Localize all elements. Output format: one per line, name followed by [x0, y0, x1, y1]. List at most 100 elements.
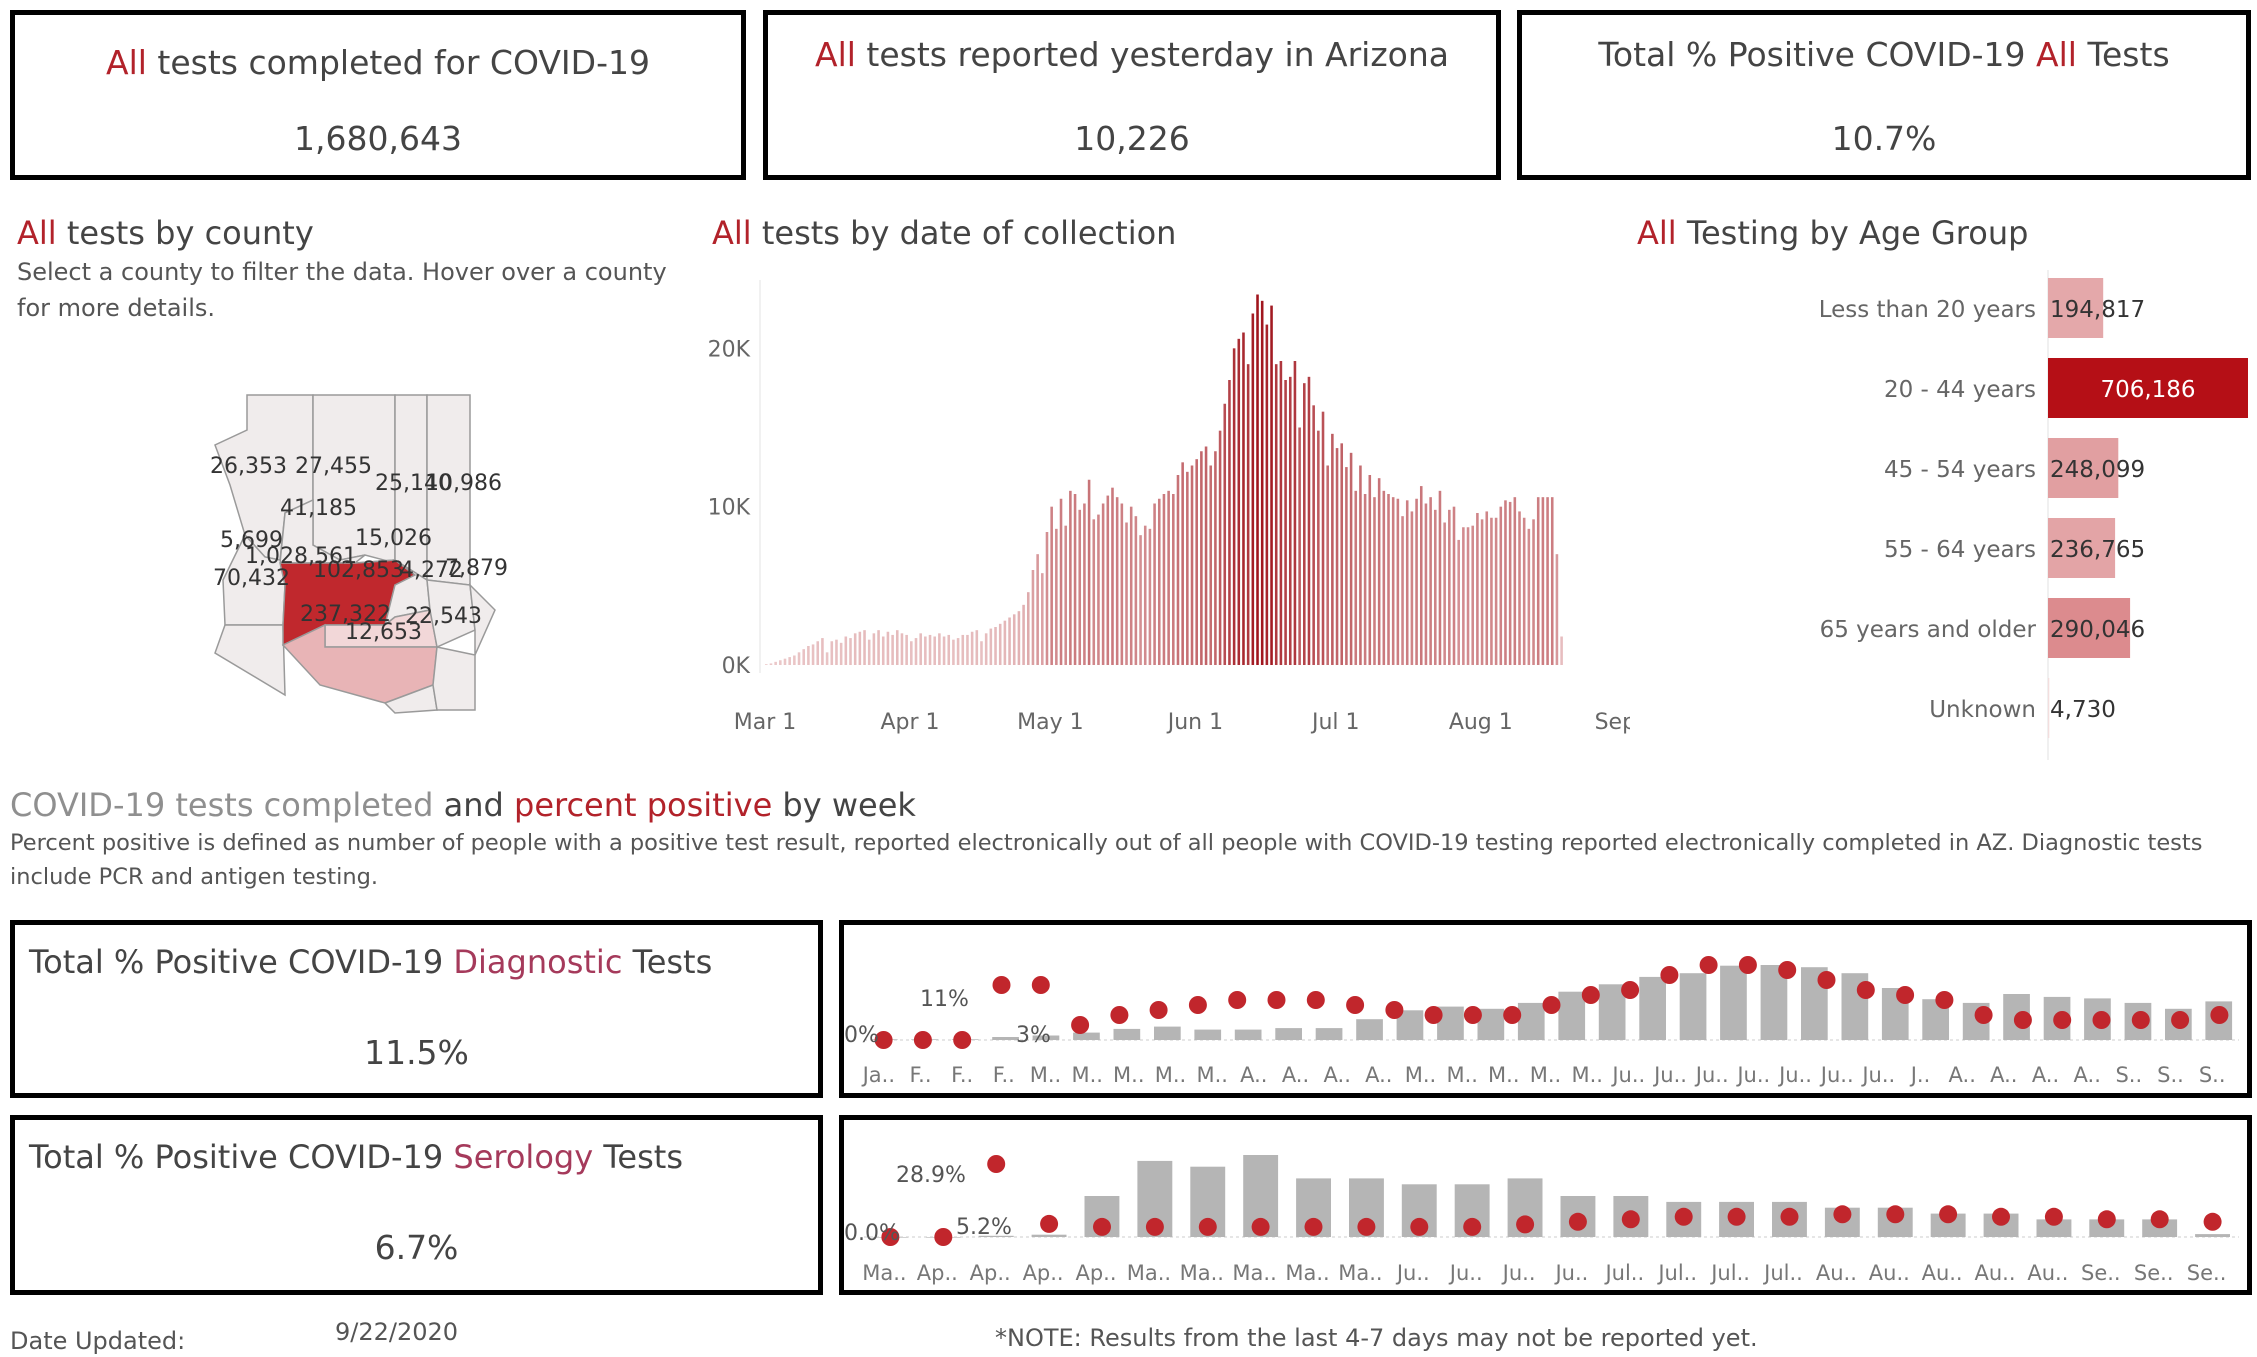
- daily-bar: [1200, 451, 1203, 665]
- kpi-pct-positive-value: 10.7%: [1831, 119, 1937, 158]
- county-value-label: 22,543: [405, 604, 482, 629]
- county-value-label: 5,699: [220, 528, 283, 553]
- county-title: All tests by county: [17, 214, 314, 252]
- county-shapes: [214, 394, 496, 714]
- weekly-annotation: 3%: [1016, 1023, 1051, 1048]
- daily-bar: [1045, 532, 1049, 665]
- weekly-pct-dot: [1780, 1207, 1799, 1226]
- daily-bar: [1026, 592, 1030, 665]
- weekly-pct-dot: [1503, 1006, 1522, 1024]
- weekly-pct-dot: [1188, 996, 1207, 1014]
- daily-bar: [1429, 497, 1432, 665]
- daily-bar: [1274, 364, 1278, 665]
- diagnostic-title-post: Tests: [632, 943, 713, 981]
- weekly-x-tick: Au..: [1922, 1261, 1963, 1285]
- weekly-pct-dot: [1145, 1217, 1164, 1236]
- weekly-pct-dot: [1581, 986, 1600, 1004]
- daily-bar: [910, 641, 913, 665]
- weekly-x-tick: A..: [1282, 1063, 1309, 1087]
- daily-bar: [849, 638, 852, 665]
- age-bar: [2048, 358, 2248, 418]
- weekly-x-tick: M..: [1488, 1063, 1519, 1087]
- weekly-x-tick: Jul..: [1656, 1261, 1697, 1285]
- weekly-pct-dot: [2092, 1011, 2111, 1029]
- weekly-x-tick: J..: [1909, 1063, 1931, 1087]
- daily-bar: [1153, 503, 1156, 665]
- all-word: All: [1637, 214, 1677, 252]
- daily-bar: [966, 634, 969, 665]
- age-group-label: Less than 20 years: [1819, 297, 2036, 323]
- county-graham[interactable]: [426, 579, 476, 649]
- county-cochise[interactable]: [432, 646, 476, 711]
- daily-bar: [1083, 503, 1086, 665]
- county-value-label: 70,432: [213, 566, 290, 591]
- age-title-text: Testing by Age Group: [1686, 214, 2029, 252]
- daily-bar: [1387, 494, 1390, 665]
- weekly-pct-dot: [992, 976, 1011, 994]
- daily-bar: [900, 633, 904, 665]
- age-group-label: Unknown: [1929, 697, 2036, 723]
- weekly-annotation: 5.2%: [956, 1215, 1012, 1240]
- daily-bar: [1401, 516, 1404, 665]
- daily-bar: [1181, 462, 1184, 665]
- daily-bar: [975, 630, 979, 665]
- daily-bar: [1363, 494, 1367, 665]
- daily-bar: [1368, 475, 1372, 665]
- weekly-x-tick: M..: [1196, 1063, 1227, 1087]
- daily-bar: [877, 630, 880, 665]
- all-word: All: [815, 35, 856, 74]
- weekly-pct-dot: [1699, 956, 1718, 974]
- daily-bar: [1448, 509, 1451, 665]
- daily-bar: [821, 638, 824, 665]
- daily-bar: [872, 633, 876, 665]
- kpi-tests-completed-title: All tests completed for COVID-19: [15, 43, 741, 82]
- county-yuma[interactable]: [214, 624, 286, 697]
- daily-bar: [793, 655, 796, 665]
- daily-bar: [1396, 498, 1400, 665]
- age-value-label: 290,046: [2050, 617, 2145, 643]
- weekly-x-tick: Se..: [2187, 1261, 2227, 1285]
- weekly-pct-dot: [1516, 1215, 1535, 1234]
- daily-bar: [998, 623, 1002, 665]
- daily-bar: [1008, 617, 1011, 665]
- weekly-x-tick: Ja..: [861, 1063, 895, 1087]
- weekly-pct-dot: [1228, 991, 1247, 1009]
- weekly-count-bar: [1113, 1028, 1141, 1040]
- daily-bar: [961, 634, 965, 665]
- weekly-x-tick: Se..: [2134, 1261, 2174, 1285]
- county-value-label: 12,653: [345, 620, 422, 645]
- weekly-x-tick: Se..: [2081, 1261, 2121, 1285]
- weekly-x-tick: F..: [993, 1063, 1015, 1087]
- daily-bar: [1055, 528, 1058, 665]
- daily-bar: [1335, 448, 1339, 665]
- daily-bar: [1256, 294, 1259, 665]
- weekly-pct-dot: [987, 1155, 1006, 1173]
- daily-bar: [1312, 405, 1315, 665]
- daily-title-text: tests by date of collection: [761, 214, 1177, 252]
- weekly-pct-dot: [1357, 1217, 1376, 1236]
- daily-bar: [1550, 497, 1554, 665]
- daily-bar: [1097, 514, 1100, 665]
- daily-bar: [1434, 509, 1437, 665]
- daily-bar: [1087, 479, 1091, 665]
- weekly-count-bar: [1073, 1032, 1100, 1040]
- daily-bar: [1391, 497, 1395, 665]
- weekly-pct-dot: [1031, 976, 1050, 994]
- daily-bar: [1490, 517, 1493, 665]
- weekly-pct-dot: [1992, 1207, 2010, 1226]
- weekly-pct-dot: [1093, 1217, 1111, 1236]
- daily-bar: [863, 630, 866, 665]
- weekly-x-tick: Ju..: [1553, 1261, 1588, 1285]
- daily-bar: [825, 652, 829, 665]
- daily-bar: [1279, 361, 1283, 665]
- daily-bar: [928, 634, 932, 665]
- daily-bar: [1022, 604, 1025, 665]
- daily-x-tick: Sep 1: [1595, 710, 1630, 735]
- weekly-description-line: include PCR and antigen testing.: [10, 864, 379, 890]
- daily-bar: [1405, 500, 1409, 665]
- age-title: All Testing by Age Group: [1637, 214, 2028, 252]
- diagnostic-weekly-chart: 0% 11% 3% Ja.. F.. F.. F.. M.. M.. M.. M.. M.. A.. A.…: [844, 956, 2239, 1087]
- weekly-count-bar: [1194, 1029, 1222, 1040]
- daily-bar: [1223, 403, 1227, 665]
- weekly-pct-dot: [1110, 1006, 1129, 1024]
